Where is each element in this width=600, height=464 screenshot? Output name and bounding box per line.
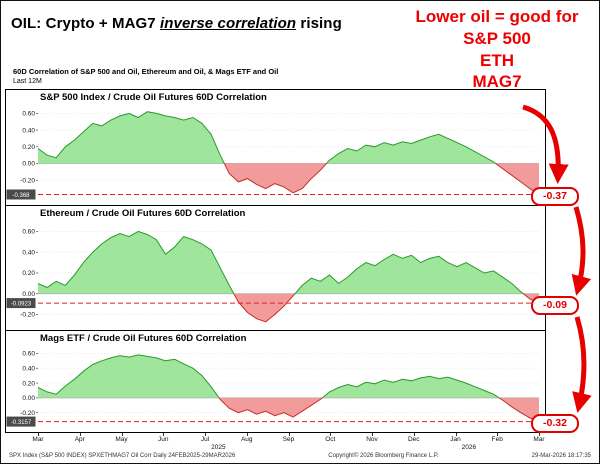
x-tick bbox=[497, 433, 499, 436]
title-suffix: rising bbox=[296, 15, 342, 32]
x-tick bbox=[539, 433, 540, 436]
x-tick-label: Nov bbox=[366, 436, 378, 443]
title-prefix: OIL: Crypto + MAG7 bbox=[11, 15, 160, 32]
panel-title: S&P 500 Index / Crude Oil Futures 60D Co… bbox=[40, 92, 267, 103]
x-tick bbox=[205, 433, 206, 436]
annotation-line: MAG7 bbox=[472, 72, 522, 92]
panel-title: Mags ETF / Crude Oil Futures 60D Correla… bbox=[40, 333, 247, 344]
svg-text:0.00: 0.00 bbox=[22, 161, 35, 168]
footer-left: SPX Index (S&P 500 INDEX) SPXETHMAG7 Oil… bbox=[9, 453, 236, 459]
svg-text:0.00: 0.00 bbox=[22, 291, 35, 298]
x-tick-label: Mar bbox=[533, 436, 545, 443]
value-badge-spx: -0.37 bbox=[531, 187, 579, 206]
x-tick bbox=[246, 433, 248, 436]
x-tick-label: Jul bbox=[200, 436, 210, 443]
svg-text:0.20: 0.20 bbox=[22, 144, 35, 151]
x-tick bbox=[413, 433, 415, 436]
panel-title: Ethereum / Crude Oil Futures 60D Correla… bbox=[40, 208, 246, 219]
eth-oil-area-chart: 0.60 0.40 0.20 0.00 -0.20 -0.0923 bbox=[6, 229, 540, 323]
x-tick-label: Dec bbox=[407, 436, 420, 443]
svg-text:0.40: 0.40 bbox=[22, 365, 35, 372]
x-tick bbox=[330, 433, 332, 436]
chart-subtitle: 60D Correlation of S&P 500 and Oil, Ethe… bbox=[13, 67, 279, 76]
x-tick-label: Sep bbox=[282, 436, 295, 443]
x-tick-label: Jun bbox=[158, 436, 169, 443]
x-axis: Mar Apr May Jun Jul Aug Sep Oct Nov Dec Jan Feb Mar 2… bbox=[5, 433, 546, 453]
svg-text:-0.20: -0.20 bbox=[20, 177, 35, 184]
x-tick-label: Aug bbox=[240, 436, 253, 443]
x-year-label: 2025 bbox=[211, 444, 226, 451]
panel-eth-oil-correlation: Ethereum / Crude Oil Futures 60D Correla… bbox=[5, 206, 546, 331]
svg-text:-0.368: -0.368 bbox=[12, 193, 30, 199]
annotation-line: ETH bbox=[480, 50, 514, 70]
x-tick bbox=[79, 433, 81, 436]
annotation-line: Lower oil = good for bbox=[415, 7, 579, 26]
x-tick bbox=[38, 433, 39, 436]
title-emphasis: inverse correlation bbox=[160, 15, 297, 32]
x-tick bbox=[121, 433, 123, 436]
x-tick-label: Apr bbox=[74, 436, 85, 443]
svg-text:0.20: 0.20 bbox=[22, 270, 35, 277]
value-badge-eth: -0.09 bbox=[531, 296, 579, 315]
x-tick-label: Mar bbox=[32, 436, 44, 443]
mags-oil-area-chart: 0.60 0.40 0.20 0.00 -0.20 -0.3157 bbox=[6, 351, 540, 427]
svg-text:0.40: 0.40 bbox=[22, 127, 35, 134]
svg-text:0.00: 0.00 bbox=[22, 395, 35, 402]
x-tick bbox=[372, 433, 373, 436]
x-tick bbox=[288, 433, 290, 436]
down-arrow-icon bbox=[571, 206, 592, 296]
x-year-label: 2026 bbox=[461, 444, 477, 451]
footer-copyright: Copyright© 2026 Bloomberg Finance L.P. bbox=[328, 453, 439, 459]
bloomberg-footer: SPX Index (S&P 500 INDEX) SPXETHMAG7 Oil… bbox=[1, 453, 599, 459]
value-badge-mags: -0.32 bbox=[531, 414, 579, 433]
page-title: OIL: Crypto + MAG7 inverse correlation r… bbox=[11, 15, 342, 32]
svg-text:0.60: 0.60 bbox=[22, 351, 35, 358]
panel-mags-oil-correlation: Mags ETF / Crude Oil Futures 60D Correla… bbox=[5, 331, 546, 433]
down-arrow-icon bbox=[572, 316, 592, 413]
footer-timestamp: 29-Mar-2026 18:17:35 bbox=[531, 453, 591, 459]
annotation-line: S&P 500 bbox=[463, 28, 531, 48]
svg-text:0.60: 0.60 bbox=[22, 229, 35, 236]
svg-text:0.40: 0.40 bbox=[22, 249, 35, 256]
svg-text:0.20: 0.20 bbox=[22, 380, 35, 387]
chart-range-label: Last 12M bbox=[13, 78, 42, 85]
svg-text:0.60: 0.60 bbox=[22, 111, 35, 118]
panel-spx-oil-correlation: S&P 500 Index / Crude Oil Futures 60D Co… bbox=[5, 89, 546, 206]
x-tick-label: Jan bbox=[450, 436, 461, 443]
x-tick bbox=[163, 433, 165, 436]
x-tick bbox=[455, 433, 457, 436]
x-tick-label: Feb bbox=[491, 436, 503, 443]
spx-oil-area-chart: 0.60 0.40 0.20 0.00 -0.20 -0.368 bbox=[6, 111, 540, 200]
x-tick-label: Oct bbox=[325, 436, 336, 443]
svg-text:-0.20: -0.20 bbox=[20, 410, 35, 417]
svg-text:-0.3157: -0.3157 bbox=[11, 420, 32, 426]
annotation-callout: Lower oil = good for S&P 500 ETH MAG7 bbox=[397, 6, 597, 93]
x-tick-label: May bbox=[115, 436, 128, 443]
svg-text:-0.20: -0.20 bbox=[20, 312, 35, 319]
svg-text:-0.0923: -0.0923 bbox=[11, 301, 32, 307]
